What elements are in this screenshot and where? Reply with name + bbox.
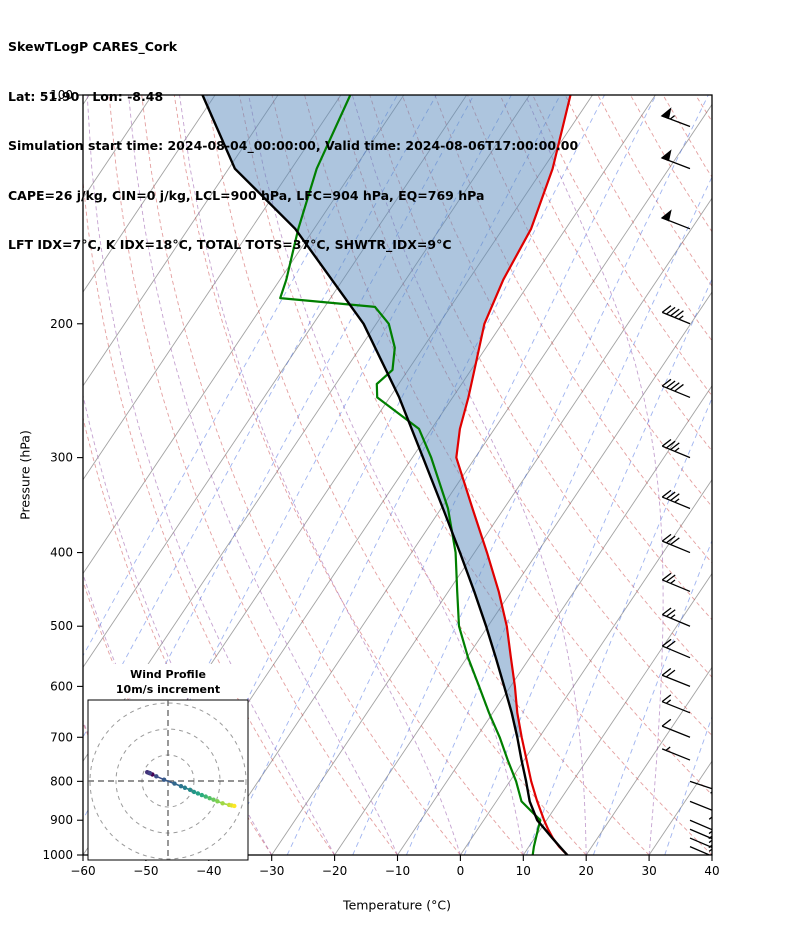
y-tick-label: 600 (50, 679, 73, 693)
hodograph-trace-point (215, 799, 220, 804)
time-line: Simulation start time: 2024-08-04_00:00:… (8, 138, 579, 153)
hodograph-trace-point (191, 789, 197, 795)
wind-barbs (660, 107, 712, 855)
lat-lon-line: Lat: 51.90 Lon: -8.48 (8, 88, 164, 104)
x-axis-label: Temperature (°C) (343, 897, 451, 913)
hodograph-trace-point (220, 801, 225, 806)
hodograph-ring (89, 702, 247, 860)
indices-line-2: LFT IDX=7°C, K IDX=18°C, TOTAL TOTS=37°C… (8, 237, 452, 252)
x-tick-label: −50 (133, 864, 158, 878)
hodograph-trace-point (161, 777, 167, 782)
plot-area (83, 95, 712, 855)
y-tick-label: 1000 (42, 848, 73, 862)
hodograph-trace-point (195, 791, 201, 796)
y-tick-label: 800 (50, 774, 73, 788)
hodograph-trace-point (154, 774, 159, 779)
axes: −60 −50 −40 −30 −20 −10 0 10 20 30 40 100 200 300 400 5… (42, 88, 719, 878)
y-tick-label: 100 (50, 88, 73, 102)
temperature-line (455, 95, 572, 855)
x-tick-label: −20 (322, 864, 347, 878)
hodograph-trace-point (203, 794, 208, 799)
hodograph-trace-point (207, 795, 212, 801)
hodograph-trace-point (178, 784, 184, 789)
hodograph-inset: Wind Profile 10m/s increment (87, 664, 249, 861)
x-tick-label: −30 (259, 864, 284, 878)
dewpoint-line (279, 95, 542, 855)
y-axis-label: Pressure (hPa) (17, 430, 33, 520)
hodograph-trace-point (172, 781, 177, 786)
hodograph-subtitle: 10m/s increment (116, 683, 220, 696)
y-tick-label: 500 (50, 619, 73, 633)
y-tick-label: 400 (50, 546, 73, 560)
hodograph-title: Wind Profile (130, 668, 206, 681)
chart-title: SkewTLogP CARES_Cork (8, 39, 178, 54)
negative-buoyancy-shading (202, 95, 571, 738)
x-tick-label: 10 (516, 864, 531, 878)
hodograph-trace-point (182, 785, 188, 790)
y-tick-label: 900 (50, 813, 73, 827)
indices-line-1: CAPE=26 j/kg, CIN=0 j/kg, LCL=900 hPa, L… (8, 187, 485, 203)
x-tick-label: 30 (641, 864, 656, 878)
x-tick-label: 40 (704, 864, 719, 878)
x-tick-label: −60 (70, 864, 95, 878)
y-tick-label: 300 (50, 451, 73, 465)
dry-adiabat-lines (83, 95, 712, 855)
hodograph-trace-point (147, 771, 152, 776)
hodograph-trace-point (211, 797, 216, 802)
parcel-line (201, 95, 569, 855)
x-tick-label: 0 (457, 864, 465, 878)
y-tick-label: 200 (50, 317, 73, 331)
hodograph-trace-point (199, 792, 204, 798)
y-tick-label: 700 (50, 730, 73, 744)
x-tick-label: −40 (196, 864, 221, 878)
x-tick-label: −10 (385, 864, 410, 878)
hodograph-trace-point (187, 787, 193, 793)
hodograph-trace-point (232, 803, 237, 809)
header-block: SkewTLogP CARES_Cork Lat: 51.90 Lon: -8.… (8, 6, 578, 287)
x-tick-label: 20 (579, 864, 594, 878)
